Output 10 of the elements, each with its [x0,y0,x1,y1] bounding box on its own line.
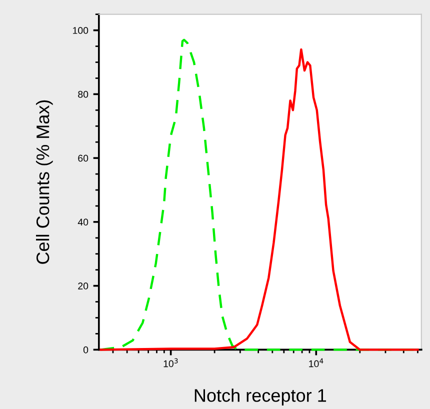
y-tick-label: 100 [73,27,88,34]
y-tick-label: 0 [83,346,88,354]
y-axis-title: Cell Counts (% Max) [36,100,53,264]
x-axis-title: Notch receptor 1 [194,388,326,406]
y-tick-label: 60 [78,154,88,162]
y-tick-label: 40 [78,218,88,226]
x-tick-label: 10$^{3}$ [164,358,178,368]
x-tick-label: 10$^{4}$ [309,358,324,368]
y-tick-label: 20 [78,282,88,290]
y-tick-label: 80 [78,90,88,98]
